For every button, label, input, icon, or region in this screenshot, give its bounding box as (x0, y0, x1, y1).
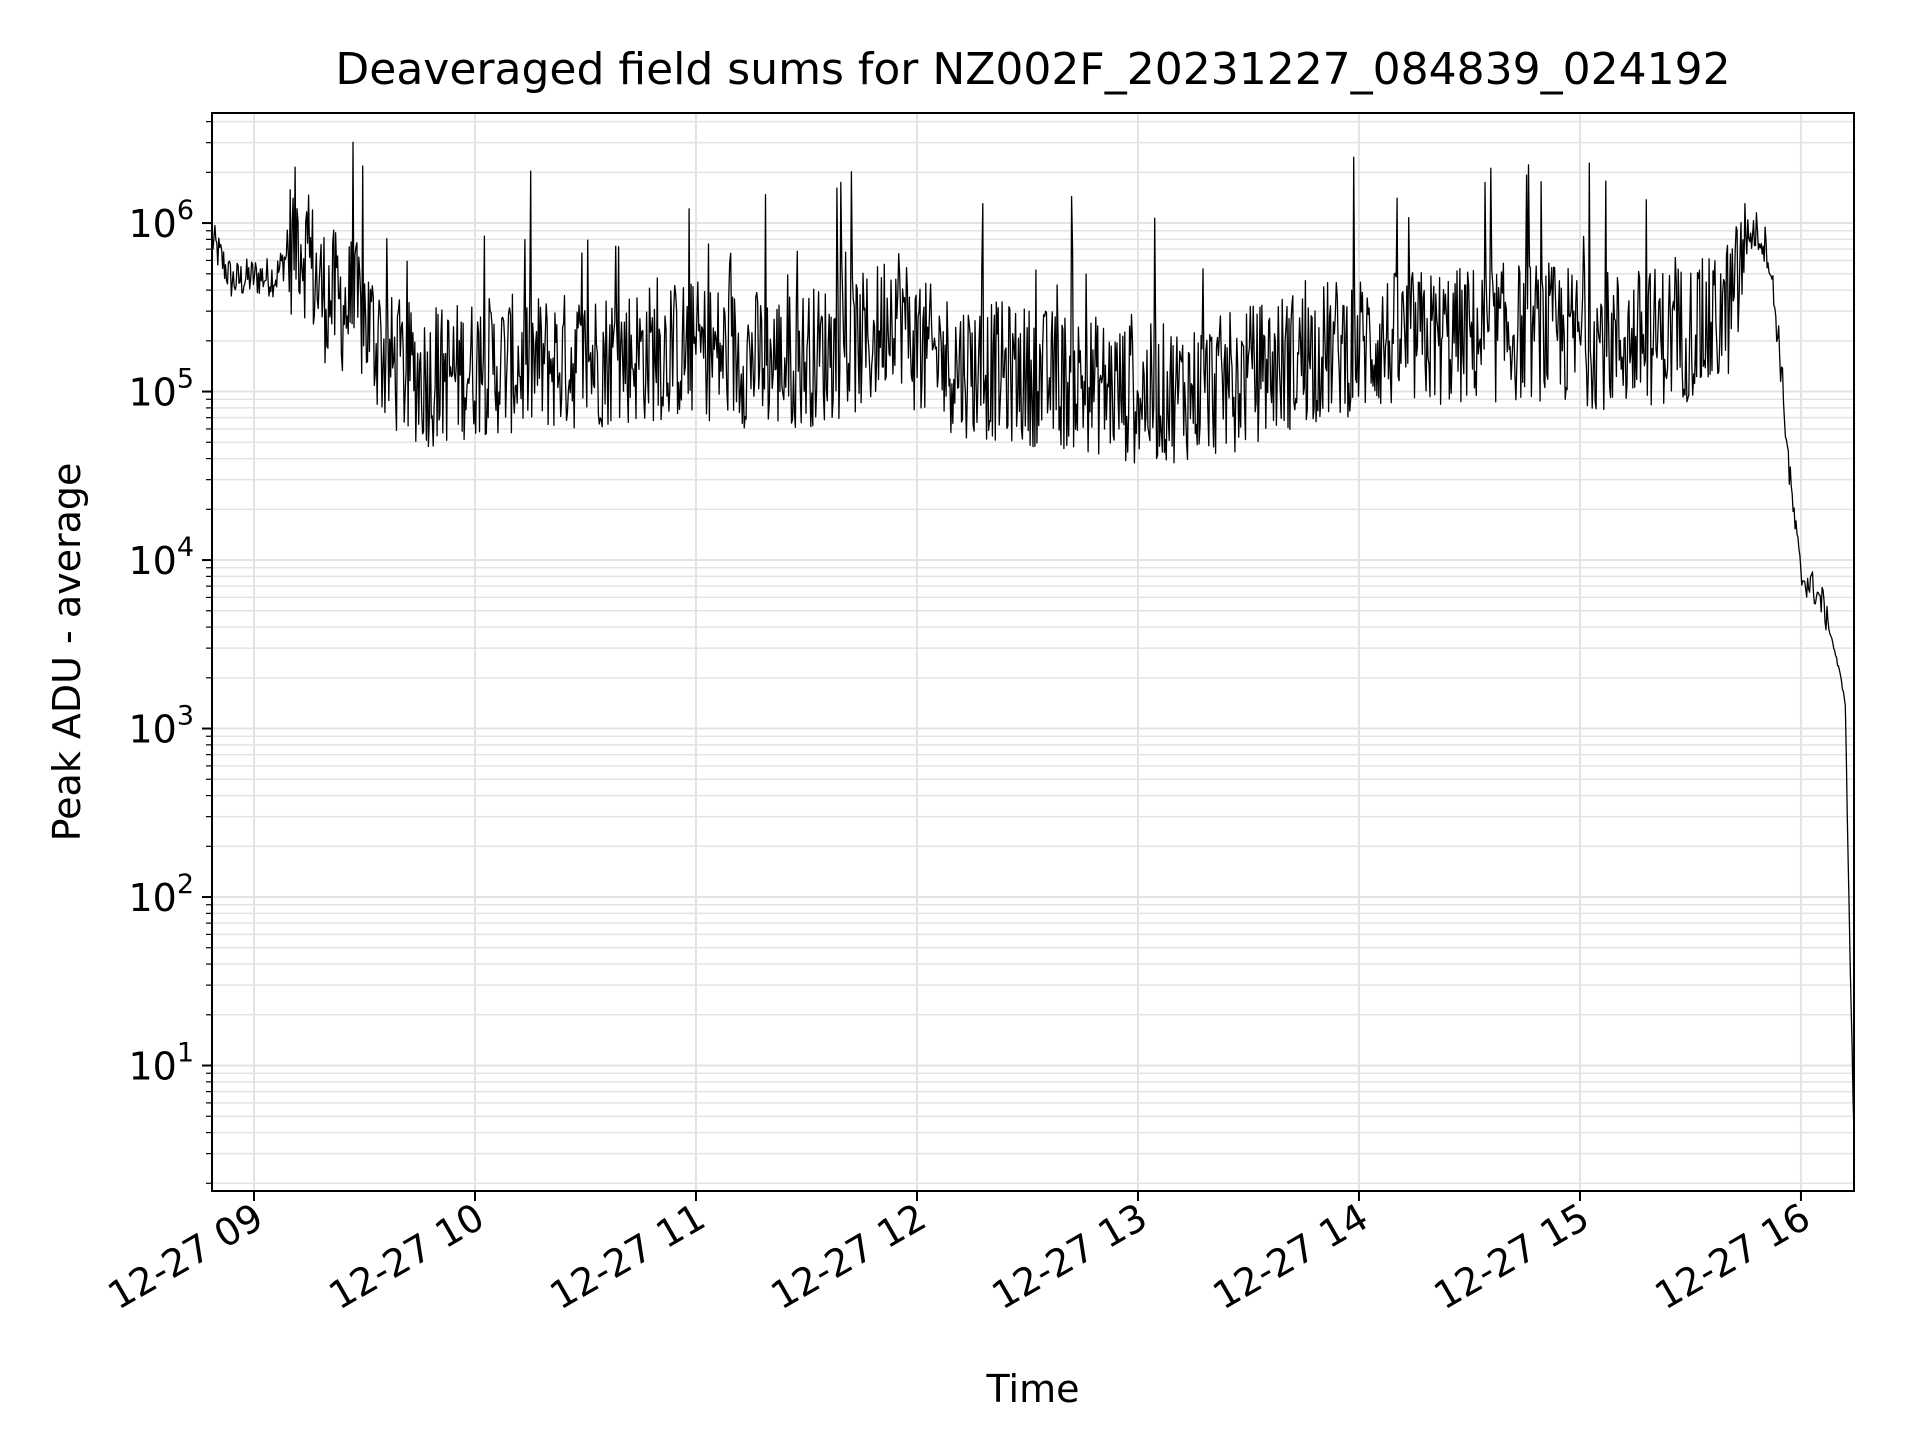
chart-title: Deaveraged field sums for NZ002F_2023122… (335, 44, 1730, 95)
y-tick-label: 103 (128, 701, 194, 752)
plot-frame (211, 112, 1855, 1192)
series-line (211, 141, 1855, 1136)
y-axis-label: Peak ADU - average (45, 463, 89, 842)
series-layer (211, 141, 1855, 1136)
y-tick-label: 101 (128, 1038, 194, 1089)
grid-lines (212, 113, 1854, 1191)
x-axis-label: Time (986, 1367, 1080, 1411)
